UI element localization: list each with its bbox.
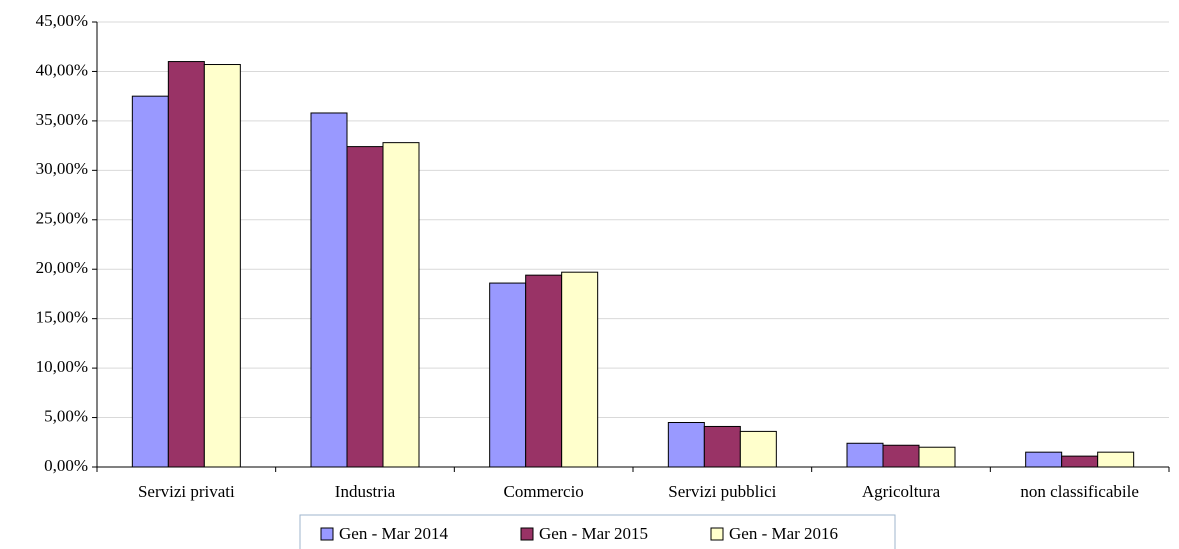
y-tick-label: 5,00%: [44, 406, 88, 425]
y-tick-label: 40,00%: [36, 60, 88, 79]
x-tick-label: Agricoltura: [862, 482, 941, 501]
bar: [203, 64, 241, 468]
bar: [1025, 451, 1063, 468]
legend-label: Gen - Mar 2016: [729, 524, 838, 543]
bar: [739, 430, 777, 468]
y-tick-label: 35,00%: [36, 110, 88, 129]
legend-label: Gen - Mar 2014: [339, 524, 449, 543]
bar: [667, 422, 705, 468]
bar: [703, 425, 741, 468]
bar: [918, 446, 956, 468]
y-tick-label: 0,00%: [44, 456, 88, 475]
x-tick-label: Servizi privati: [138, 482, 235, 501]
x-tick-label: Commercio: [504, 482, 584, 501]
bar: [1061, 455, 1099, 468]
y-tick-label: 10,00%: [36, 357, 88, 376]
bar: [561, 271, 599, 468]
y-tick-label: 45,00%: [36, 11, 88, 30]
bar: [882, 444, 920, 468]
bar: [310, 112, 348, 468]
bar: [846, 442, 884, 468]
y-tick-label: 15,00%: [36, 308, 88, 327]
legend-label: Gen - Mar 2015: [539, 524, 648, 543]
bar: [489, 282, 527, 468]
y-tick-label: 25,00%: [36, 209, 88, 228]
legend-swatch: [320, 527, 334, 541]
x-tick-label: Servizi pubblici: [668, 482, 776, 501]
legend-swatch: [520, 527, 534, 541]
y-tick-label: 20,00%: [36, 258, 88, 277]
bar: [1097, 451, 1135, 468]
x-tick-label: Industria: [335, 482, 396, 501]
bar: [346, 146, 384, 468]
bar: [525, 274, 563, 468]
bar: [167, 61, 205, 468]
legend-swatch: [710, 527, 724, 541]
y-tick-label: 30,00%: [36, 159, 88, 178]
bar: [382, 142, 420, 468]
bar: [131, 95, 169, 468]
legend-box: [299, 514, 896, 549]
x-tick-label: non classificabile: [1020, 482, 1139, 501]
